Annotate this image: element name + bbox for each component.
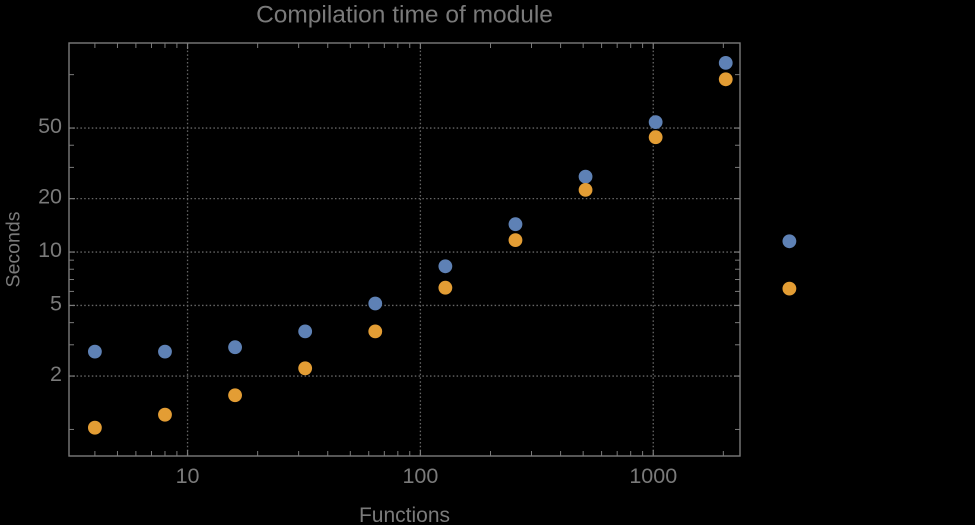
svg-text:2: 2 [50,362,62,386]
svg-text:Seconds: Seconds [3,211,25,287]
svg-text:5: 5 [50,291,62,315]
svg-text:1000: 1000 [629,464,677,488]
svg-text:10: 10 [176,464,200,488]
svg-text:Compilation time of module: Compilation time of module [256,2,553,29]
svg-text:10: 10 [38,238,62,262]
svg-text:50: 50 [38,114,62,138]
svg-text:20: 20 [38,185,62,209]
svg-text:100: 100 [402,464,438,488]
svg-text:Functions: Functions [359,504,450,525]
